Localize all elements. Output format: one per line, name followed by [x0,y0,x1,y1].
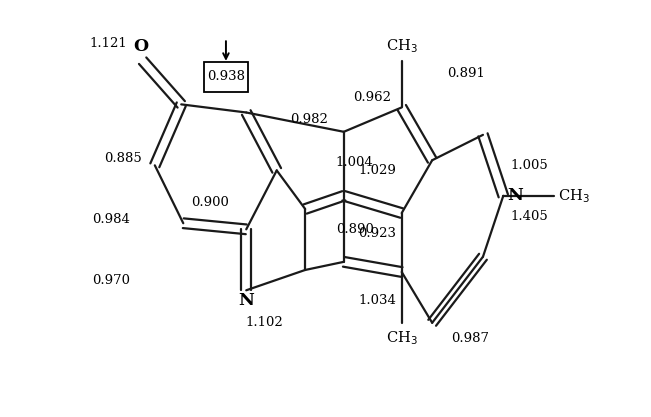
Text: 0.891: 0.891 [447,68,484,80]
Text: 1.004: 1.004 [336,156,374,169]
Text: 0.987: 0.987 [450,332,489,344]
Text: 0.984: 0.984 [92,213,130,226]
Text: N: N [238,292,254,309]
Text: 1.405: 1.405 [510,210,548,223]
Text: 1.121: 1.121 [90,37,128,50]
Text: 1.102: 1.102 [245,316,283,329]
Text: CH$_3$: CH$_3$ [386,37,417,55]
Text: 0.885: 0.885 [104,152,142,165]
Text: 0.982: 0.982 [290,113,328,126]
Text: 0.900: 0.900 [191,196,229,209]
Text: CH$_3$: CH$_3$ [558,187,590,205]
Text: 0.923: 0.923 [359,227,396,240]
Text: 0.890: 0.890 [336,223,374,236]
Text: 0.970: 0.970 [92,274,130,286]
Text: 0.938: 0.938 [207,70,245,83]
Text: 1.005: 1.005 [510,159,548,172]
Text: CH$_3$: CH$_3$ [386,329,417,347]
Text: O: O [133,38,148,55]
Text: 0.962: 0.962 [353,91,391,104]
Text: 1.034: 1.034 [359,294,396,307]
Text: N: N [507,187,523,204]
FancyBboxPatch shape [204,62,248,92]
Text: 1.029: 1.029 [359,164,396,177]
